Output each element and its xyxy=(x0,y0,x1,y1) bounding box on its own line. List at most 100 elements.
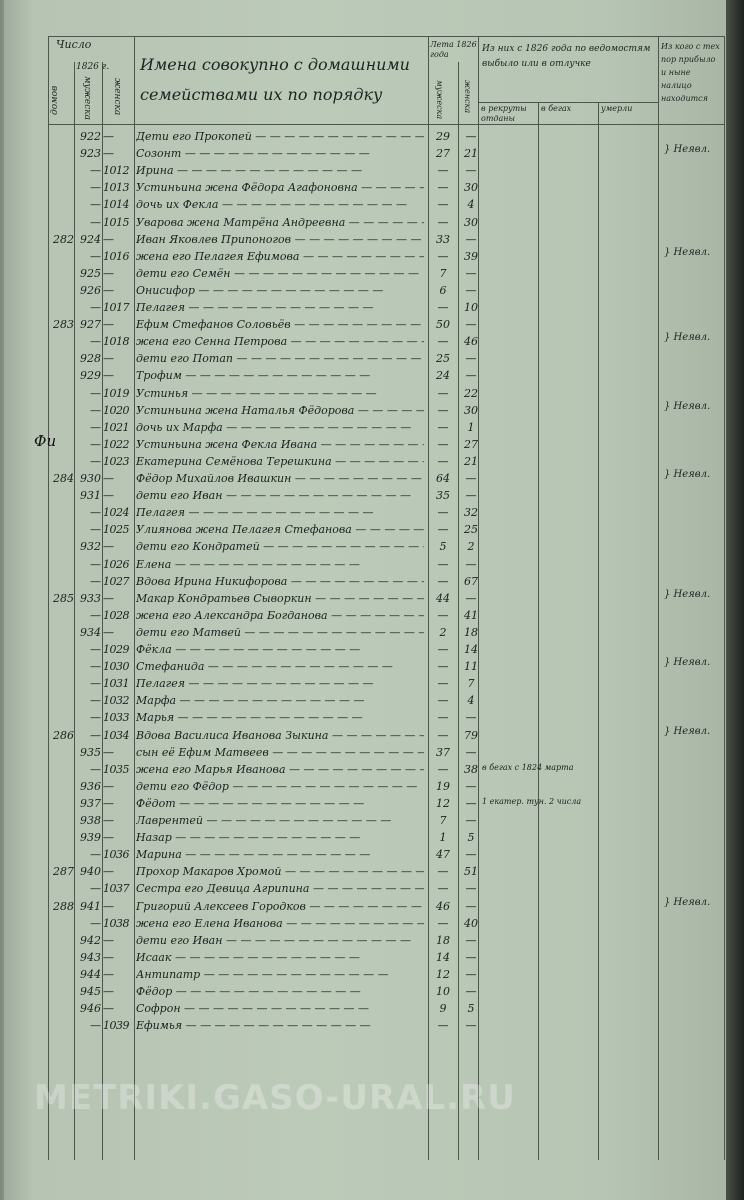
register-row: 943—Исаак14— xyxy=(4,949,726,966)
male-number: 922 xyxy=(80,130,101,143)
male-number: 932 xyxy=(80,540,101,554)
person-name: жена его Александра Богданова xyxy=(136,609,424,622)
female-age: 21 xyxy=(464,147,478,161)
house-number: 285 xyxy=(53,591,74,605)
margin-mark: Фи xyxy=(34,432,57,450)
header-recruits: в рекруты отданы xyxy=(481,104,527,123)
male-age: 12 xyxy=(436,967,450,981)
female-number: 1033 xyxy=(103,711,130,725)
female-age: 7 xyxy=(467,677,475,691)
register-row: —1039 Ефимья — — xyxy=(4,1017,726,1034)
male-number: — xyxy=(90,335,101,349)
male-number: — xyxy=(90,916,101,930)
female-number: 1024 xyxy=(103,506,130,520)
female-age: — xyxy=(465,814,477,827)
person-name: дети его Иван xyxy=(136,934,424,947)
register-row: —1033 Марья — — xyxy=(4,709,726,726)
female-number: 1030 xyxy=(103,660,130,674)
female-age: 4 xyxy=(467,694,475,708)
person-name: Софрон xyxy=(136,1002,424,1015)
male-number: — xyxy=(90,249,101,263)
female-number: — xyxy=(103,967,114,981)
person-name: дети его Матвей xyxy=(136,626,424,639)
rule xyxy=(48,36,49,1160)
female-age: 79 xyxy=(464,728,478,742)
header-age-male: мужеска xyxy=(435,80,444,120)
male-age: — xyxy=(437,249,449,263)
female-age: — xyxy=(465,489,477,503)
male-number: 923 xyxy=(80,147,101,161)
male-number: — xyxy=(90,506,101,520)
person-name: Трофим xyxy=(136,369,424,382)
female-age: 30 xyxy=(464,403,478,417)
female-age: — xyxy=(465,779,477,793)
register-row: —1026 Елена — — xyxy=(4,556,726,573)
house-number: 282 xyxy=(53,232,74,246)
person-name: Фёдот xyxy=(136,797,424,810)
person-name: жена его Марья Иванова xyxy=(136,763,424,776)
remark-absent: } Неявл. xyxy=(664,469,711,480)
female-number: — xyxy=(103,266,114,280)
female-age: — xyxy=(465,711,477,725)
person-name: Марина xyxy=(136,848,424,861)
remark-absent: } Неявл. xyxy=(664,246,711,258)
person-name: дети его Фёдор xyxy=(136,780,424,793)
male-number: — xyxy=(90,403,101,417)
header-number: Число xyxy=(56,38,92,51)
female-age: 5 xyxy=(467,1002,475,1016)
male-age: — xyxy=(437,762,449,776)
male-number: 937 xyxy=(80,796,101,810)
female-number: 1019 xyxy=(103,386,130,400)
male-number: — xyxy=(90,677,101,691)
male-number: 936 xyxy=(80,779,101,793)
male-age: 64 xyxy=(436,472,450,485)
male-number: 943 xyxy=(80,950,101,964)
register-row: 922—Дети его Прокопей29— xyxy=(4,128,726,145)
female-number: 1034 xyxy=(103,728,130,742)
male-age: — xyxy=(437,660,449,674)
male-number: — xyxy=(90,574,101,588)
male-age: — xyxy=(437,1019,449,1033)
male-number: 944 xyxy=(80,967,101,981)
male-age: — xyxy=(437,437,449,451)
male-age: 1 xyxy=(439,831,447,845)
header-ages: Лета 1826 года xyxy=(430,40,477,59)
male-number: — xyxy=(90,848,101,862)
female-age: 5 xyxy=(467,831,475,845)
male-age: 18 xyxy=(436,933,450,947)
male-age: — xyxy=(437,215,449,229)
male-number: — xyxy=(90,762,101,776)
register-row: 934— дети его Матвей 2 18 xyxy=(4,624,726,641)
female-age: — xyxy=(465,557,477,571)
register-row: —1037 Сестра его Девица Агрипина — — xyxy=(4,880,726,897)
female-number: 1012 xyxy=(103,164,130,178)
remark-absent: } Неявл. xyxy=(664,896,711,908)
female-age: — xyxy=(465,591,477,605)
male-age: 7 xyxy=(439,266,447,280)
male-number: 942 xyxy=(80,933,101,947)
female-number: 1021 xyxy=(103,420,130,434)
male-age: 24 xyxy=(436,369,450,383)
person-name: Прохор Макаров Хромой xyxy=(136,865,424,878)
female-age: 27 xyxy=(464,437,478,451)
male-number: — xyxy=(90,215,101,229)
male-age: — xyxy=(437,677,449,691)
female-number: — xyxy=(103,489,114,503)
person-name: дети его Потап xyxy=(136,352,424,365)
register-row: 923— Созонт 27 21 xyxy=(4,145,726,162)
male-age: 5 xyxy=(439,540,447,554)
female-number: 1016 xyxy=(103,249,130,263)
female-age: 39 xyxy=(464,249,478,263)
male-age: — xyxy=(437,728,449,742)
person-name: Марфа xyxy=(136,694,424,707)
male-age: 25 xyxy=(436,352,450,366)
rule xyxy=(478,102,658,103)
female-age: — xyxy=(465,967,477,981)
female-age: 18 xyxy=(464,625,478,639)
